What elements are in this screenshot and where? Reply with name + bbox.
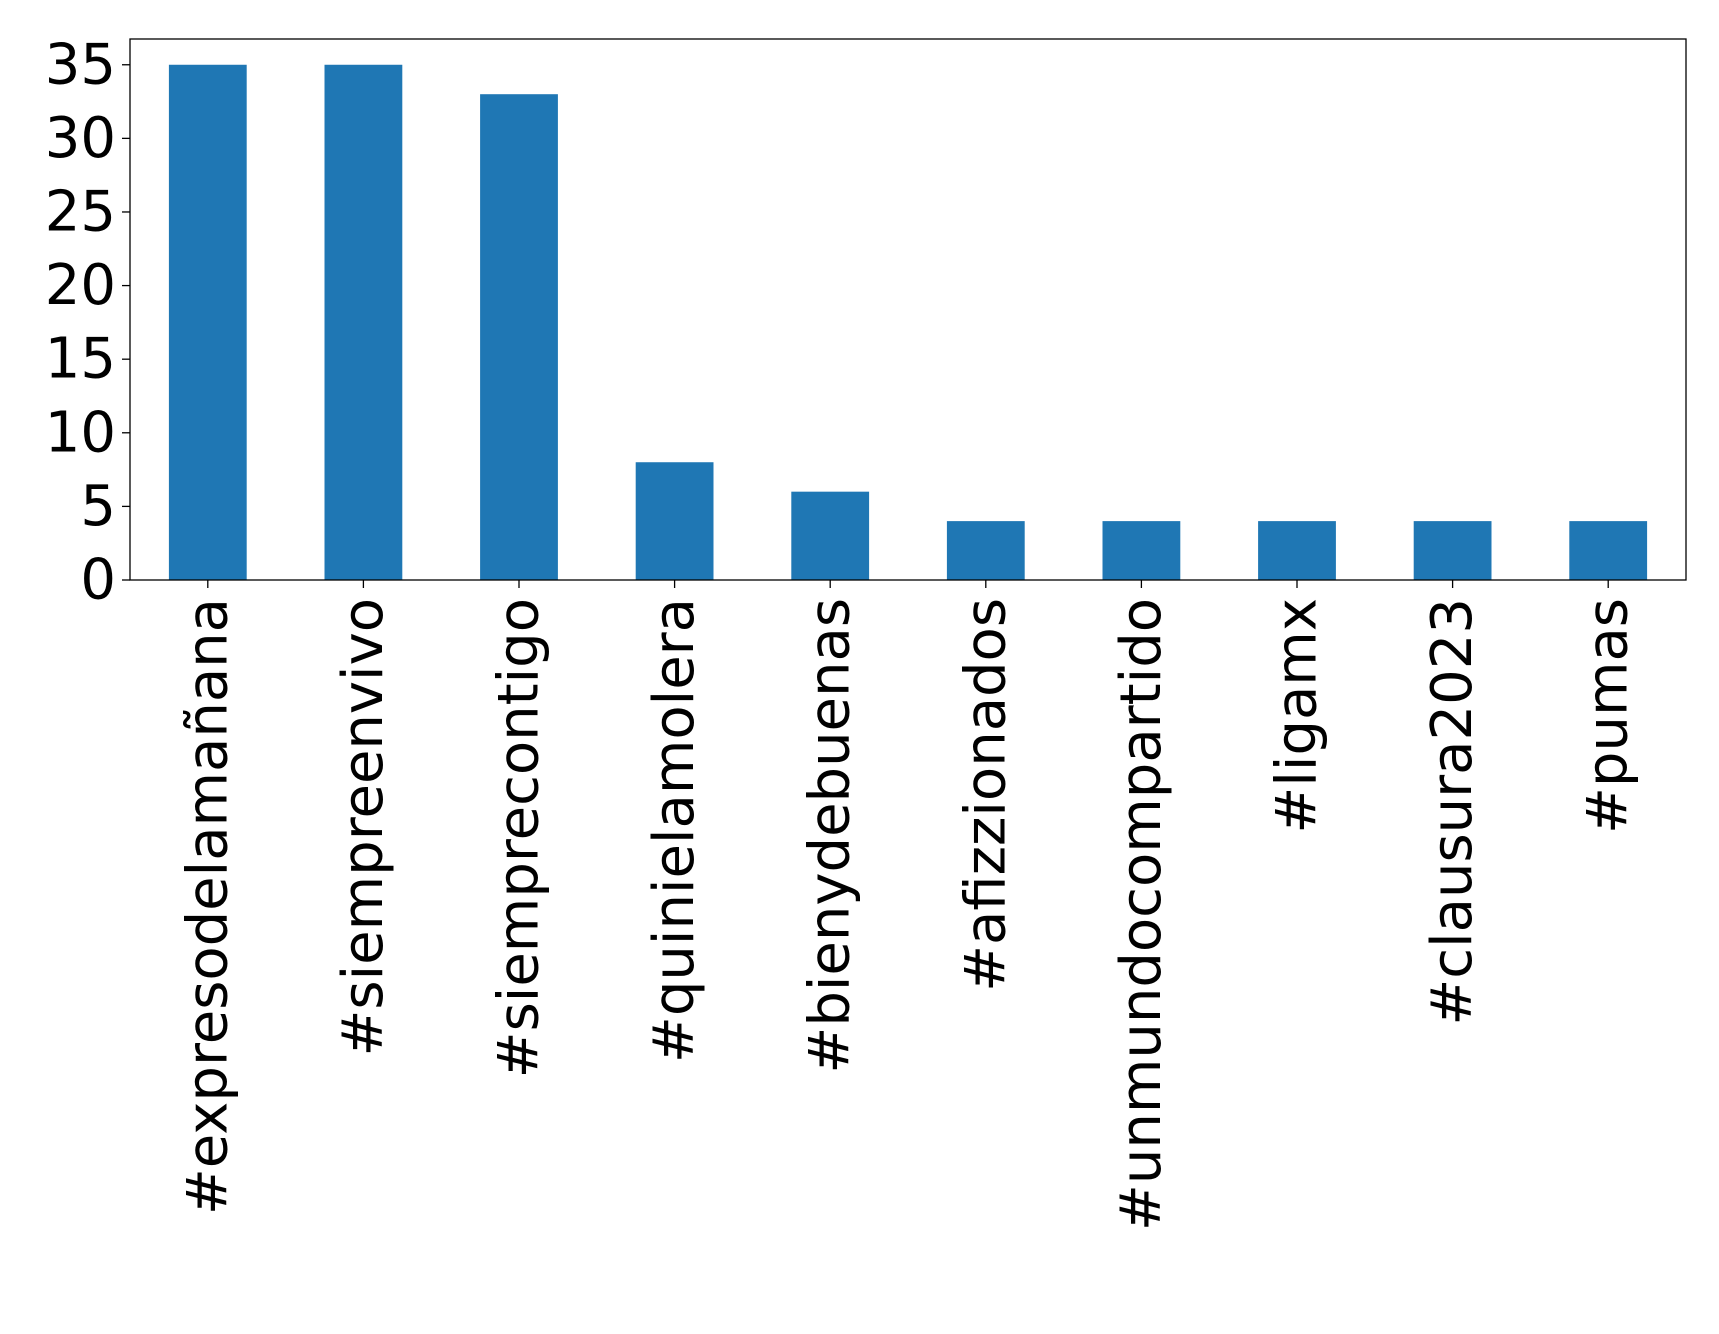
- y-tick-label-2: 10: [45, 400, 116, 465]
- x-tick-label-6: #unmundocompartido: [1109, 598, 1174, 1231]
- bar-0: [168, 64, 247, 580]
- x-tick-label-5: #afizzionados: [953, 598, 1018, 992]
- x-tick-label-3: #quinielamolera: [642, 598, 707, 1063]
- x-tick-label-7: #ligamx: [1265, 598, 1330, 834]
- plot-frame: [129, 38, 1687, 581]
- x-tick-label-9: #pumas: [1576, 598, 1641, 834]
- bar-9: [1569, 521, 1648, 580]
- x-axis: #expresodelamañana #siempreenvivo #siempre…: [175, 580, 1641, 1231]
- x-tick-label-1: #siempreenvivo: [331, 598, 396, 1057]
- bar-3: [635, 462, 714, 580]
- x-tick-label-4: #bienydebuenas: [798, 598, 863, 1074]
- y-tick-label-6: 30: [45, 106, 116, 171]
- bar-5: [946, 521, 1025, 580]
- y-axis: 0 5 10 15 20 25 30 35: [45, 32, 130, 613]
- y-tick-label-4: 20: [45, 253, 116, 318]
- bars-group: [168, 64, 1648, 581]
- bar-4: [791, 491, 870, 580]
- x-tick-label-8: #clausura2023: [1420, 598, 1485, 1026]
- bar-6: [1102, 521, 1181, 580]
- bar-7: [1258, 521, 1336, 580]
- y-tick-label-0: 0: [80, 548, 116, 613]
- bar-2: [480, 94, 558, 581]
- bar-8: [1413, 521, 1492, 580]
- y-tick-label-3: 15: [45, 327, 116, 392]
- y-tick-label-7: 35: [45, 32, 116, 97]
- x-tick-label-0: #expresodelamañana: [175, 598, 240, 1215]
- y-tick-label-1: 5: [80, 474, 116, 539]
- x-tick-label-2: #siemprecontigo: [487, 598, 552, 1078]
- bar-1: [324, 64, 403, 580]
- y-tick-label-5: 25: [45, 179, 116, 244]
